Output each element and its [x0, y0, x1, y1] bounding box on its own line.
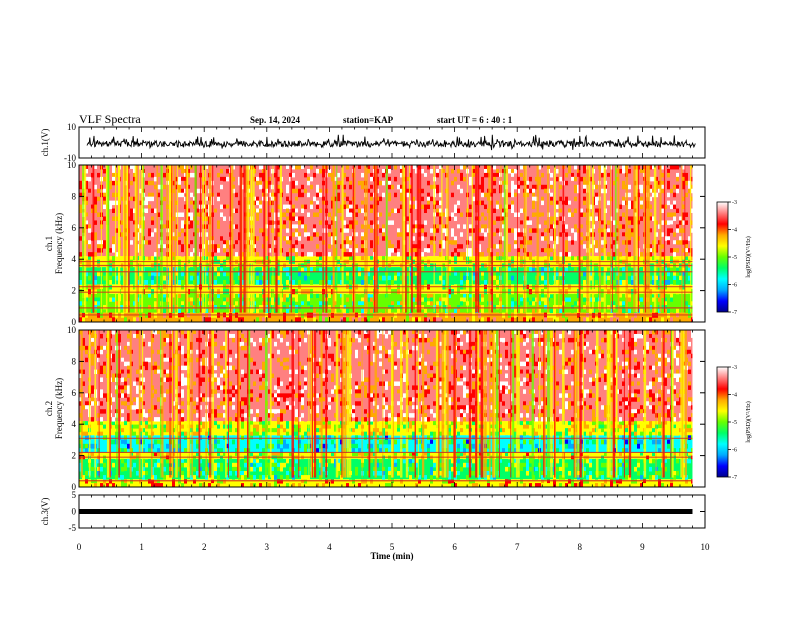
- colorbar-gradient: [717, 202, 728, 312]
- colorbar-tick-label: -5: [732, 255, 737, 261]
- colorbar-gradient: [717, 367, 728, 477]
- y-tick-label: 8: [72, 191, 77, 201]
- station-label: station=KAP: [343, 115, 394, 125]
- colorbar-tick-label: -7: [732, 475, 737, 481]
- x-tick-label: 7: [515, 542, 520, 552]
- x-axis-label: Time (min): [370, 551, 413, 561]
- colorbar-tick-label: -4: [732, 393, 737, 399]
- colorbar-tick-label: -6: [732, 448, 737, 454]
- colorbar-tick-label: -3: [732, 200, 737, 206]
- x-tick-label: 6: [452, 542, 457, 552]
- y-tick-label: 4: [72, 419, 77, 429]
- colorbar-tick-label: -3: [732, 365, 737, 371]
- ch1-waveform-line: [87, 135, 695, 150]
- colorbar-tick-label: -5: [732, 420, 737, 426]
- x-tick-label: 8: [578, 542, 583, 552]
- spectrogram-heatmap: [79, 165, 705, 323]
- ylabel-ch1: ch.1(V): [40, 129, 50, 157]
- x-tick-label: 9: [640, 542, 645, 552]
- y-tick-label: -5: [69, 523, 77, 533]
- colorbar-tick-label: -7: [732, 310, 737, 316]
- x-tick-label: 0: [77, 542, 82, 552]
- ch2-colorbar: -3 -4 -5 -6 -7 log(PSD)(V²/Hz): [717, 365, 752, 481]
- x-tick-label: 4: [327, 542, 332, 552]
- ylabel-frequency: Frequency (kHz): [54, 378, 64, 439]
- date-label: Sep. 14, 2024: [250, 115, 301, 125]
- colorbar-label: log(PSD)(V²/Hz): [745, 236, 752, 277]
- x-tick-label: 10: [701, 542, 711, 552]
- y-tick-label: 10: [67, 160, 77, 170]
- y-tick-label: 6: [72, 223, 77, 233]
- y-tick-label: 2: [72, 451, 77, 461]
- start-time-label: start UT = 6 : 40 : 1: [437, 115, 513, 125]
- ylabel-channel: ch.1: [44, 236, 54, 251]
- colorbar-tick-label: -4: [732, 228, 737, 234]
- y-tick-label: 10: [67, 122, 77, 132]
- x-tick-label: 3: [265, 542, 270, 552]
- spectrogram-heatmap: [79, 330, 705, 488]
- y-tick-label: 10: [67, 325, 77, 335]
- figure-title: VLF Spectra: [79, 112, 141, 126]
- y-tick-label: 2: [72, 286, 77, 296]
- y-tick-label: 8: [72, 356, 77, 366]
- colorbar-label: log(PSD)(V²/Hz): [745, 401, 752, 442]
- ylabel-ch3: ch.3(V): [40, 498, 50, 526]
- ch1-colorbar: -3 -4 -5 -6 -7 log(PSD)(V²/Hz): [717, 200, 752, 316]
- colorbar-tick-label: -6: [732, 283, 737, 289]
- ylabel-channel: ch.2: [44, 401, 54, 416]
- ch3-waveform-panel: 5 0 -5 ch.3(V): [40, 490, 705, 533]
- y-tick-label: 6: [72, 388, 77, 398]
- ylabel-frequency: Frequency (kHz): [54, 213, 64, 274]
- x-tick-label: 2: [202, 542, 207, 552]
- ch3-waveform-trace: [79, 509, 692, 514]
- y-tick-label: 4: [72, 254, 77, 264]
- y-tick-label: 5: [72, 490, 77, 500]
- y-tick-label: 0: [72, 507, 77, 517]
- x-tick-label: 1: [139, 542, 144, 552]
